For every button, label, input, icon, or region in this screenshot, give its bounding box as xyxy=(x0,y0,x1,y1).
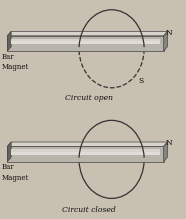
FancyBboxPatch shape xyxy=(7,36,164,51)
Polygon shape xyxy=(7,32,11,51)
FancyBboxPatch shape xyxy=(7,146,164,162)
Text: N: N xyxy=(166,139,173,147)
FancyBboxPatch shape xyxy=(11,149,160,155)
Polygon shape xyxy=(7,142,167,146)
Text: Bar
Magnet: Bar Magnet xyxy=(2,53,29,71)
Polygon shape xyxy=(7,142,11,162)
FancyBboxPatch shape xyxy=(11,41,160,44)
Polygon shape xyxy=(7,32,167,36)
Text: S: S xyxy=(139,77,144,85)
Text: N: N xyxy=(166,28,173,37)
Text: Bar
Magnet: Bar Magnet xyxy=(2,163,29,182)
FancyBboxPatch shape xyxy=(11,152,160,155)
Polygon shape xyxy=(164,142,167,162)
Text: Circuit open: Circuit open xyxy=(65,94,113,102)
Polygon shape xyxy=(164,32,167,51)
FancyBboxPatch shape xyxy=(11,39,160,44)
Text: Circuit closed: Circuit closed xyxy=(62,206,116,214)
